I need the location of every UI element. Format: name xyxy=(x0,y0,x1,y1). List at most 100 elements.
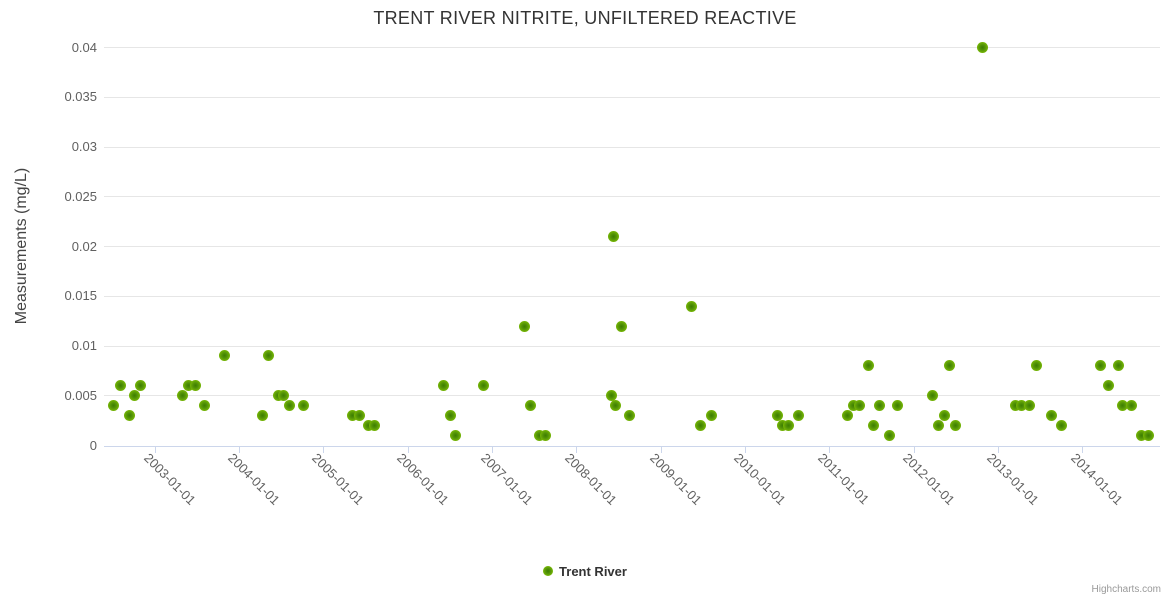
data-point[interactable] xyxy=(1045,410,1057,422)
legend-item-trent-river[interactable]: Trent River xyxy=(543,564,627,579)
y-tick-label: 0.015 xyxy=(64,288,97,304)
y-tick-label: 0.03 xyxy=(71,139,97,154)
data-point[interactable] xyxy=(609,400,621,412)
y-gridline xyxy=(104,146,1160,148)
x-tick-mark xyxy=(323,446,325,453)
data-point[interactable] xyxy=(854,400,866,412)
data-point[interactable] xyxy=(883,430,895,442)
data-point[interactable] xyxy=(1095,360,1107,372)
data-point[interactable] xyxy=(792,410,804,422)
data-point[interactable] xyxy=(1135,430,1147,442)
data-point[interactable] xyxy=(519,320,531,332)
data-point[interactable] xyxy=(977,42,989,53)
data-point[interactable] xyxy=(219,350,231,362)
x-tick-mark xyxy=(913,446,915,453)
data-point[interactable] xyxy=(874,400,886,412)
data-point[interactable] xyxy=(1142,430,1154,442)
data-point[interactable] xyxy=(182,380,194,392)
y-gridline xyxy=(104,196,1160,198)
data-point[interactable] xyxy=(354,410,366,422)
data-point[interactable] xyxy=(949,420,961,432)
chart-title: TRENT RIVER NITRITE, UNFILTERED REACTIVE xyxy=(373,8,797,28)
data-point[interactable] xyxy=(705,410,717,422)
data-point[interactable] xyxy=(176,390,188,402)
y-tick-label: 0.025 xyxy=(64,188,97,204)
x-tick-label: 2003-01-01 xyxy=(140,450,199,508)
y-gridline xyxy=(104,246,1160,247)
data-point[interactable] xyxy=(685,300,697,312)
x-tick-label: 2014-01-01 xyxy=(1068,450,1127,508)
data-point[interactable] xyxy=(694,420,706,432)
data-point[interactable] xyxy=(615,320,627,332)
x-tick-label: 2009-01-01 xyxy=(646,450,705,508)
data-point[interactable] xyxy=(134,380,146,392)
data-point[interactable] xyxy=(284,400,296,412)
highcharts-credits-link[interactable]: Highcharts.com xyxy=(1091,584,1161,595)
legend: Trent River xyxy=(0,563,1170,581)
x-tick-mark xyxy=(829,446,831,453)
x-tick-mark xyxy=(576,446,578,453)
y-gridline xyxy=(104,295,1160,297)
data-point[interactable] xyxy=(1055,420,1067,432)
data-point[interactable] xyxy=(445,410,457,422)
data-point[interactable] xyxy=(892,400,904,412)
y-tick-label: 0 xyxy=(89,437,97,453)
data-point[interactable] xyxy=(190,380,202,392)
data-point[interactable] xyxy=(123,410,135,422)
data-point[interactable] xyxy=(115,380,127,392)
x-tick-label: 2010-01-01 xyxy=(731,450,789,508)
x-tick-label: 2007-01-01 xyxy=(478,450,536,508)
data-point[interactable] xyxy=(772,410,784,422)
x-axis-line xyxy=(104,445,1160,447)
data-point[interactable] xyxy=(1117,400,1129,412)
data-point[interactable] xyxy=(1113,360,1125,372)
data-point[interactable] xyxy=(262,350,274,362)
data-point[interactable] xyxy=(540,430,552,442)
data-point[interactable] xyxy=(1103,380,1115,392)
data-point[interactable] xyxy=(848,400,860,412)
data-point[interactable] xyxy=(437,380,449,392)
data-point[interactable] xyxy=(1023,400,1035,412)
data-point[interactable] xyxy=(278,390,290,402)
x-tick-label: 2013-01-01 xyxy=(984,450,1042,508)
data-point[interactable] xyxy=(257,410,269,422)
x-tick-label: 2006-01-01 xyxy=(393,450,452,508)
data-point[interactable] xyxy=(369,420,381,432)
data-point[interactable] xyxy=(525,400,537,412)
data-point[interactable] xyxy=(842,410,854,422)
data-point[interactable] xyxy=(776,420,788,432)
data-point[interactable] xyxy=(362,420,374,432)
data-point[interactable] xyxy=(1031,360,1043,372)
data-point[interactable] xyxy=(1010,400,1022,412)
data-point[interactable] xyxy=(1016,400,1028,412)
data-point[interactable] xyxy=(867,420,879,432)
data-point[interactable] xyxy=(926,390,938,402)
data-point[interactable] xyxy=(862,360,874,372)
data-point[interactable] xyxy=(783,420,795,432)
x-tick-mark xyxy=(660,446,662,453)
x-tick-mark xyxy=(238,446,240,453)
data-point[interactable] xyxy=(107,400,119,412)
data-point[interactable] xyxy=(944,360,956,372)
y-tick-label: 0.04 xyxy=(71,39,97,55)
data-point[interactable] xyxy=(128,390,140,402)
data-point[interactable] xyxy=(533,430,545,442)
x-tick-mark xyxy=(491,446,493,453)
data-point[interactable] xyxy=(347,410,359,422)
data-point[interactable] xyxy=(939,410,951,422)
data-point[interactable] xyxy=(607,231,619,243)
data-point[interactable] xyxy=(298,400,310,412)
data-point[interactable] xyxy=(198,400,210,412)
series-marker-icon xyxy=(543,566,554,576)
y-tick-label: 0.01 xyxy=(71,338,97,353)
data-point[interactable] xyxy=(623,410,635,422)
data-point[interactable] xyxy=(1125,400,1137,412)
x-tick-label: 2005-01-01 xyxy=(309,450,368,508)
data-point[interactable] xyxy=(932,420,944,432)
x-tick-mark xyxy=(154,446,156,453)
x-tick-mark xyxy=(407,446,409,453)
data-point[interactable] xyxy=(450,430,462,442)
data-point[interactable] xyxy=(478,380,490,392)
data-point[interactable] xyxy=(606,390,618,402)
